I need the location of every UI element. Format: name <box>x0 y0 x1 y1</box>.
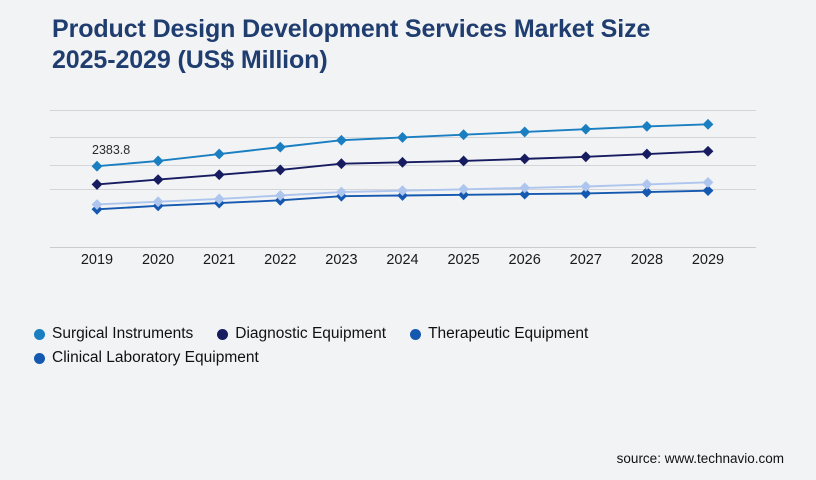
page-title: Product Design Development Services Mark… <box>52 14 772 76</box>
data-point <box>213 148 225 160</box>
data-point <box>580 181 592 192</box>
data-point <box>580 188 592 199</box>
legend-item-surgical-instruments[interactable]: Surgical Instruments <box>34 324 193 344</box>
data-point <box>519 153 531 165</box>
data-point <box>397 185 408 197</box>
data-point <box>274 190 286 201</box>
title-line-2: 2025-2029 (US$ Million) <box>52 46 328 74</box>
legend-row: Clinical Laboratory Equipment <box>34 346 774 370</box>
data-point <box>641 179 653 190</box>
data-point <box>274 164 286 176</box>
x-axis-tick-2027: 2027 <box>569 252 602 268</box>
x-axis-tick-2021: 2021 <box>203 252 236 268</box>
plot-area <box>50 96 756 248</box>
x-axis-tick-2028: 2028 <box>630 252 664 268</box>
legend-item-label: Surgical Instruments <box>52 325 194 342</box>
data-point <box>213 193 225 205</box>
data-point <box>641 121 653 132</box>
data-point <box>336 186 347 198</box>
x-axis-tick-2022: 2022 <box>264 252 297 268</box>
series-diagnostic-equipment <box>91 145 714 190</box>
series-surgical-instruments <box>91 118 714 172</box>
data-point <box>152 196 164 208</box>
x-axis-tick-2023: 2023 <box>325 252 358 268</box>
x-axis-tick-2019: 2019 <box>80 252 114 268</box>
title-line-1: Product Design Development Services Mark… <box>52 15 651 43</box>
data-point <box>458 129 469 141</box>
legend-item-diagnostic-equipment[interactable]: Diagnostic Equipment <box>217 324 386 344</box>
series-line <box>96 150 709 186</box>
legend-item-label: Therapeutic Equipment <box>428 325 589 342</box>
data-point <box>702 118 714 130</box>
legend-marker-icon <box>34 328 45 340</box>
x-axis-tick-2020: 2020 <box>141 252 175 268</box>
data-point <box>397 156 408 168</box>
data-point <box>702 145 714 157</box>
data-point <box>213 169 225 181</box>
data-point <box>91 199 103 210</box>
data-point <box>152 174 164 185</box>
x-axis-tick-2029: 2029 <box>691 252 725 268</box>
x-axis-tick-2025: 2025 <box>447 252 480 268</box>
data-point-label: 2383.8 <box>92 143 131 158</box>
legend-marker-icon <box>410 328 422 340</box>
data-point <box>702 185 714 197</box>
data-point <box>458 189 469 201</box>
data-point <box>91 160 103 172</box>
legend-item-label: Clinical Laboratory Equipment <box>52 349 259 366</box>
data-point <box>274 141 286 153</box>
source-attribution: source: www.technavio.com <box>616 451 784 466</box>
data-point <box>397 132 408 143</box>
legend-item-therapeutic-equipment[interactable]: Therapeutic Equipment <box>410 324 588 344</box>
data-point <box>519 126 531 138</box>
data-point <box>519 182 531 194</box>
legend-item-label: Diagnostic Equipment <box>235 325 387 342</box>
data-point <box>580 123 592 135</box>
data-point <box>702 176 714 188</box>
data-point <box>641 148 653 160</box>
x-axis: 2019 2020 2021 2022 2023 2024 2025 2026 2027 2028… <box>50 252 756 274</box>
chart-legend: Surgical Instruments Diagnostic Equipment… <box>34 322 774 370</box>
x-axis-tick-2024: 2024 <box>386 252 419 268</box>
data-point <box>458 155 469 167</box>
data-point <box>641 186 653 198</box>
legend-item-clinical-laboratory-equipment[interactable]: Clinical Laboratory Equipment <box>34 348 259 368</box>
data-point <box>580 151 592 163</box>
x-axis-tick-2026: 2026 <box>508 252 541 268</box>
legend-marker-icon <box>34 352 45 364</box>
line-chart-svg <box>50 110 756 248</box>
data-point <box>336 158 347 170</box>
data-point <box>91 179 103 190</box>
data-point <box>458 183 469 195</box>
legend-marker-icon <box>217 328 229 340</box>
data-point <box>152 155 164 167</box>
series-clinical-laboratory-equipment <box>91 176 714 210</box>
data-point <box>519 188 531 200</box>
legend-row: Surgical Instruments Diagnostic Equipment… <box>34 322 774 346</box>
data-point <box>336 134 347 146</box>
